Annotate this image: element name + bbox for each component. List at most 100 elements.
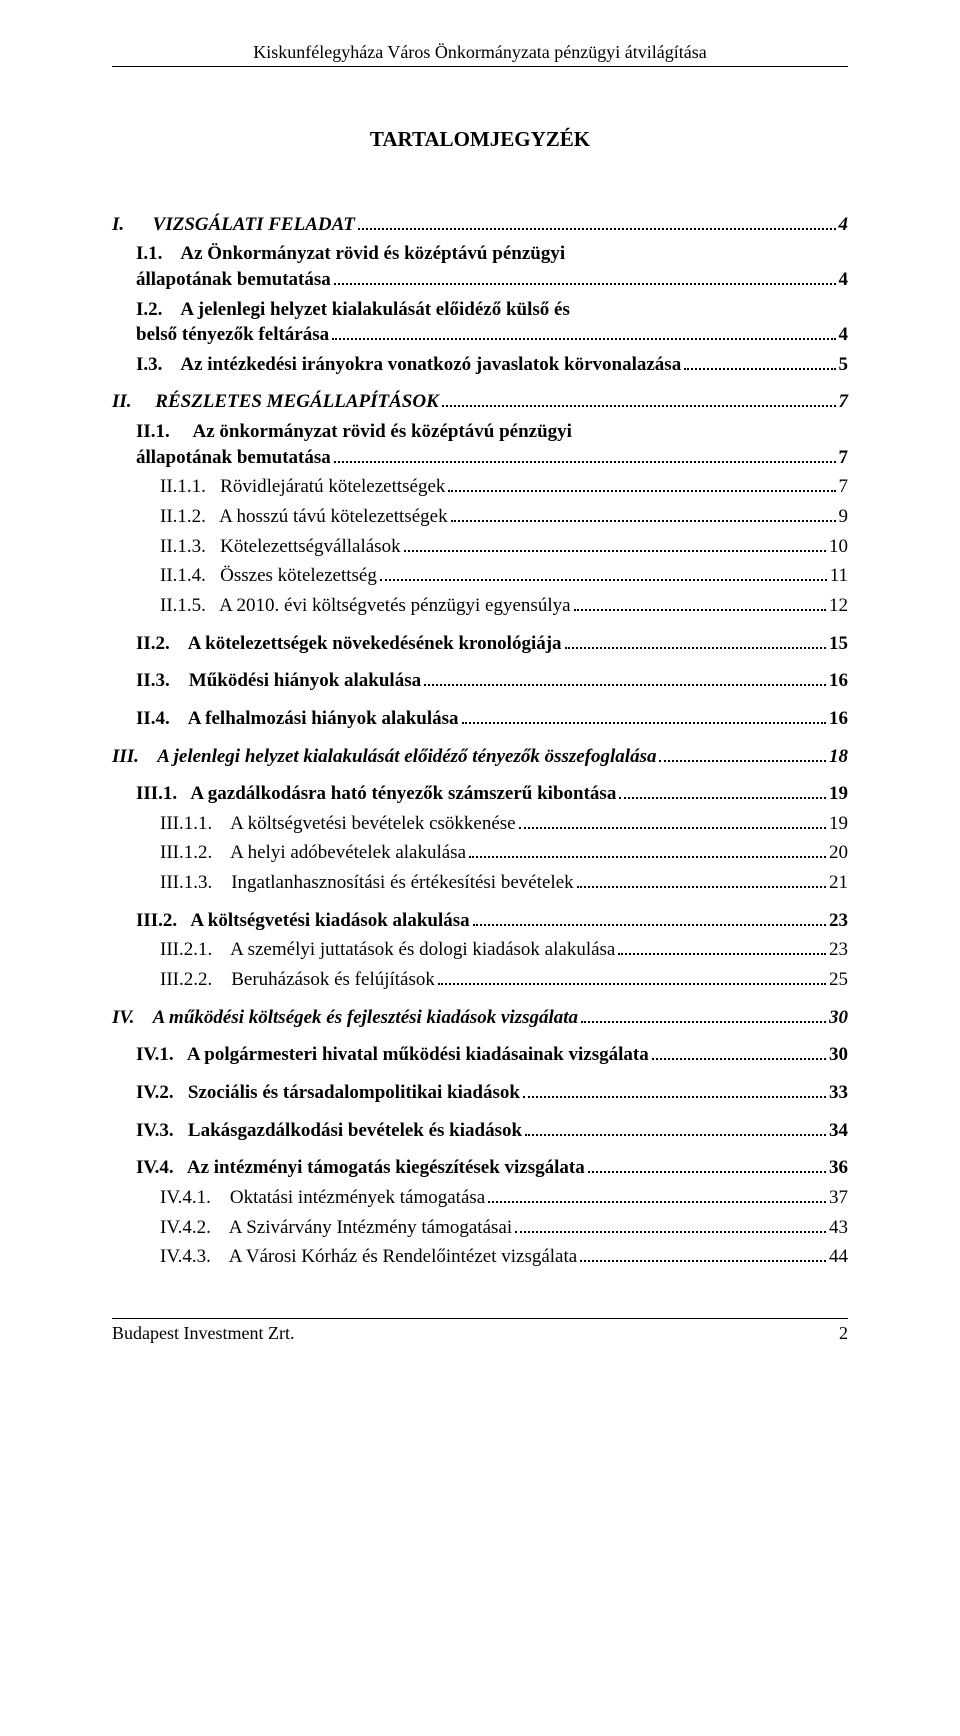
toc-entry: IV.4.3. A Városi Kórház és Rendelőintéze… (112, 1244, 848, 1270)
running-header-text: Kiskunfélegyháza Város Önkormányzata pén… (253, 42, 707, 62)
toc-entry-page: 44 (829, 1244, 848, 1270)
toc-entry-label: III.2. A költségvetési kiadások alakulás… (136, 908, 470, 934)
toc-entry-label: II. RÉSZLETES MEGÁLLAPÍTÁSOK (112, 389, 439, 415)
toc-entry-label: IV. A működési költségek és fejlesztési … (112, 1005, 578, 1031)
toc-entry-label: III.2.1. A személyi juttatások és dologi… (160, 937, 615, 963)
toc-entry: I.2. A jelenlegi helyzet kialakulását el… (112, 297, 848, 348)
toc-entry-page: 4 (839, 212, 849, 238)
toc-entry: IV. A működési költségek és fejlesztési … (112, 1005, 848, 1031)
dot-leader (462, 708, 826, 724)
dot-leader (684, 354, 835, 370)
footer-page-number: 2 (839, 1321, 848, 1345)
dot-leader (618, 939, 826, 955)
toc-entry-page: 23 (829, 937, 848, 963)
toc-entry: I.1. Az Önkormányzat rövid és középtávú … (112, 241, 848, 292)
dot-leader (577, 872, 826, 888)
toc-entry-page: 7 (839, 445, 849, 471)
dot-leader (332, 324, 835, 340)
toc-entry-page: 37 (829, 1185, 848, 1211)
toc-entry-page: 7 (839, 389, 849, 415)
toc-entry-label: IV.4.1. Oktatási intézmények támogatása (160, 1185, 485, 1211)
toc-entry-label: II.1. Az önkormányzat rövid és középtávú… (136, 419, 848, 445)
toc-entry: II.1.4. Összes kötelezettség 11 (112, 563, 848, 589)
toc-entry-page: 25 (829, 967, 848, 993)
dot-leader (580, 1246, 826, 1262)
toc-entry-page: 10 (829, 534, 848, 560)
dot-leader (451, 506, 836, 522)
toc-entry: I. VIZSGÁLATI FELADAT 4 (112, 212, 848, 238)
toc-entry: III.1. A gazdálkodásra ható tényezők szá… (112, 781, 848, 807)
toc-entry: III.1.3. Ingatlanhasznosítási és értékes… (112, 870, 848, 896)
toc-entry-label: III.1.2. A helyi adóbevételek alakulása (160, 840, 466, 866)
toc-entry-label: II.1.3. Kötelezettségvállalások (160, 534, 401, 560)
toc-entry-label: I.3. Az intézkedési irányokra vonatkozó … (136, 352, 681, 378)
toc-entry-page: 36 (829, 1155, 848, 1181)
toc-entry-label: IV.2. Szociális és társadalompolitikai k… (136, 1080, 520, 1106)
toc-entry-page: 16 (829, 706, 848, 732)
dot-leader (574, 595, 826, 611)
toc-entry-label: IV.3. Lakásgazdálkodási bevételek és kia… (136, 1118, 522, 1144)
toc-entry: IV.4. Az intézményi támogatás kiegészíté… (112, 1155, 848, 1181)
toc-entry-page: 33 (829, 1080, 848, 1106)
toc-entry: III.2.1. A személyi juttatások és dologi… (112, 937, 848, 963)
dot-leader (438, 969, 826, 985)
toc-entry: II.1.1. Rövidlejáratú kötelezettségek 7 (112, 474, 848, 500)
dot-leader (519, 813, 826, 829)
toc-entry-page: 43 (829, 1215, 848, 1241)
dot-leader (442, 391, 836, 407)
dot-leader (469, 842, 826, 858)
dot-leader (380, 565, 827, 581)
footer-left-text: Budapest Investment Zrt. (112, 1321, 294, 1345)
toc-entry-label: IV.4.2. A Szivárvány Intézmény támogatás… (160, 1215, 512, 1241)
toc-entry: IV.4.2. A Szivárvány Intézmény támogatás… (112, 1215, 848, 1241)
dot-leader (652, 1044, 826, 1060)
dot-leader (565, 632, 826, 648)
toc-entry-label: I.1. Az Önkormányzat rövid és középtávú … (136, 241, 848, 267)
toc-entry: II.1.3. Kötelezettségvállalások 10 (112, 534, 848, 560)
toc-entry-label: II.1.4. Összes kötelezettség (160, 563, 377, 589)
toc-entry-page: 9 (839, 504, 849, 530)
toc-entry-page: 16 (829, 668, 848, 694)
toc-entry-label: IV.4. Az intézményi támogatás kiegészíté… (136, 1155, 585, 1181)
toc-entry: III.1.2. A helyi adóbevételek alakulása2… (112, 840, 848, 866)
toc-entry-page: 7 (839, 474, 849, 500)
toc-entry: II.1.2. A hosszú távú kötelezettségek9 (112, 504, 848, 530)
toc-entry-page: 11 (830, 563, 848, 589)
toc-entry: II. RÉSZLETES MEGÁLLAPÍTÁSOK 7 (112, 389, 848, 415)
toc-entry: IV.1. A polgármesteri hivatal működési k… (112, 1042, 848, 1068)
toc-entry: II.1. Az önkormányzat rövid és középtávú… (112, 419, 848, 470)
toc-entry: III.1.1. A költségvetési bevételek csökk… (112, 811, 848, 837)
toc-entry-page: 18 (829, 744, 848, 770)
table-of-contents: I. VIZSGÁLATI FELADAT 4 I.1. Az Önkormányz… (112, 212, 848, 1270)
toc-entry-label: II.1.1. Rövidlejáratú kötelezettségek (160, 474, 445, 500)
toc-entry-label: állapotának bemutatása (136, 267, 331, 293)
dot-leader (581, 1007, 826, 1023)
toc-entry: II.2. A kötelezettségek növekedésének kr… (112, 631, 848, 657)
dot-leader (334, 269, 836, 285)
toc-entry-page: 12 (829, 593, 848, 619)
dot-leader (473, 910, 826, 926)
dot-leader (515, 1216, 826, 1232)
page-footer: Budapest Investment Zrt. 2 (112, 1318, 848, 1345)
toc-entry: III. A jelenlegi helyzet kialakulását el… (112, 744, 848, 770)
toc-entry-page: 19 (829, 781, 848, 807)
dot-leader (424, 670, 826, 686)
dot-leader (448, 476, 835, 492)
dot-leader (588, 1157, 826, 1173)
toc-entry-label: I.2. A jelenlegi helyzet kialakulását el… (136, 297, 848, 323)
toc-entry-label: II.2. A kötelezettségek növekedésének kr… (136, 631, 562, 657)
toc-entry-page: 15 (829, 631, 848, 657)
toc-entry-label: I. VIZSGÁLATI FELADAT (112, 212, 355, 238)
toc-entry-page: 19 (829, 811, 848, 837)
toc-entry: IV.2. Szociális és társadalompolitikai k… (112, 1080, 848, 1106)
toc-entry-label: III.1.1. A költségvetési bevételek csökk… (160, 811, 516, 837)
toc-entry-label: III. A jelenlegi helyzet kialakulását el… (112, 744, 656, 770)
toc-entry-page: 21 (829, 870, 848, 896)
toc-entry-label: állapotának bemutatása (136, 445, 331, 471)
toc-entry: III.2. A költségvetési kiadások alakulás… (112, 908, 848, 934)
toc-entry: II.3. Működési hiányok alakulása16 (112, 668, 848, 694)
toc-entry-page: 5 (839, 352, 849, 378)
toc-entry-label: III.1. A gazdálkodásra ható tényezők szá… (136, 781, 616, 807)
toc-entry: IV.3. Lakásgazdálkodási bevételek és kia… (112, 1118, 848, 1144)
toc-entry: I.3. Az intézkedési irányokra vonatkozó … (112, 352, 848, 378)
